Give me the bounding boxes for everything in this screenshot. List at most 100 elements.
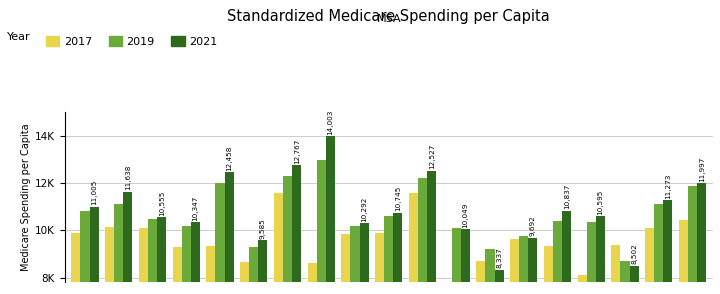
Bar (258, 240, 267, 294)
Bar (544, 246, 553, 294)
Text: 9,585: 9,585 (260, 218, 266, 239)
Bar (215, 183, 225, 294)
Text: Orlando: Orlando (423, 112, 433, 151)
Bar (173, 247, 181, 294)
Y-axis label: Medicare Spending per Capita: Medicare Spending per Capita (21, 123, 31, 271)
Text: Miami: Miami (321, 112, 331, 142)
Text: 12,767: 12,767 (294, 138, 300, 164)
Bar (679, 220, 688, 294)
Bar (114, 204, 123, 294)
Bar (89, 207, 99, 294)
Bar (123, 192, 132, 294)
Bar (451, 228, 461, 294)
Bar (528, 238, 537, 294)
Bar (427, 171, 436, 294)
Text: San Diego: San Diego (591, 112, 601, 162)
Text: Phoenix: Phoenix (456, 112, 467, 151)
Text: 8,502: 8,502 (631, 243, 637, 264)
Bar (654, 204, 663, 294)
Text: Nashville: Nashville (389, 112, 399, 157)
Text: 10,745: 10,745 (395, 186, 401, 211)
Text: Charlotte: Charlotte (186, 112, 197, 158)
Text: Tampa: Tampa (693, 112, 703, 144)
Text: Dallas: Dallas (220, 112, 230, 143)
Text: MSA: MSA (377, 14, 401, 24)
Text: Year: Year (7, 32, 31, 42)
Bar (596, 216, 605, 294)
Bar (519, 236, 528, 294)
Bar (157, 217, 166, 294)
Text: 10,837: 10,837 (564, 184, 570, 209)
Bar (418, 178, 427, 294)
Bar (621, 261, 629, 294)
Bar (629, 266, 639, 294)
Text: 12,458: 12,458 (226, 146, 232, 171)
Bar (240, 262, 249, 294)
Bar (292, 165, 301, 294)
Bar (485, 249, 495, 294)
Bar (375, 233, 384, 294)
Bar (409, 193, 418, 294)
Bar (553, 221, 562, 294)
Bar (477, 261, 485, 294)
Text: St. Louis: St. Louis (659, 112, 669, 154)
Legend: 2017, 2019, 2021: 2017, 2019, 2021 (42, 32, 222, 51)
Bar (688, 186, 697, 294)
Text: Austin: Austin (119, 112, 129, 143)
Bar (461, 229, 470, 294)
Text: 9,692: 9,692 (530, 216, 536, 236)
Text: 11,273: 11,273 (665, 173, 671, 199)
Text: Minneapolis: Minneapolis (355, 112, 365, 171)
Bar (181, 225, 191, 294)
Text: Raleigh: Raleigh (523, 112, 534, 149)
Bar (148, 218, 157, 294)
Bar (697, 183, 706, 294)
Bar (577, 275, 587, 294)
Bar (225, 172, 234, 294)
Text: 10,595: 10,595 (598, 190, 603, 215)
Bar (562, 211, 571, 294)
Bar (384, 216, 393, 294)
Text: 12,527: 12,527 (428, 144, 435, 169)
Bar (71, 233, 81, 294)
Bar (359, 223, 369, 294)
Text: Standardized Medicare Spending per Capita: Standardized Medicare Spending per Capit… (228, 9, 550, 24)
Bar (326, 136, 335, 294)
Bar (283, 176, 292, 294)
Text: 10,347: 10,347 (192, 196, 199, 221)
Text: 10,292: 10,292 (361, 197, 367, 222)
Bar (341, 234, 351, 294)
Text: Houston: Houston (287, 112, 297, 153)
Text: Portland: Portland (490, 112, 500, 153)
Bar (274, 193, 283, 294)
Bar (81, 211, 89, 294)
Bar (105, 227, 114, 294)
Text: Denver: Denver (254, 112, 264, 148)
Bar (495, 270, 504, 294)
Text: 10,555: 10,555 (158, 191, 165, 216)
Bar (645, 228, 654, 294)
Text: 11,638: 11,638 (125, 165, 131, 190)
Text: 10,049: 10,049 (462, 202, 469, 228)
Bar (663, 200, 672, 294)
Bar (611, 245, 621, 294)
Bar (207, 246, 215, 294)
Bar (139, 228, 148, 294)
Text: 11,005: 11,005 (91, 180, 97, 205)
Bar (317, 160, 326, 294)
Bar (587, 222, 596, 294)
Text: Atlanta: Atlanta (85, 112, 95, 148)
Bar (191, 222, 200, 294)
Text: Seattle: Seattle (625, 112, 635, 147)
Text: Baltimore: Baltimore (153, 112, 163, 160)
Text: San Antonio: San Antonio (557, 112, 567, 171)
Bar (510, 239, 519, 294)
Text: 11,997: 11,997 (698, 156, 705, 182)
Bar (307, 263, 317, 294)
Text: 14,003: 14,003 (328, 109, 333, 135)
Text: 8,337: 8,337 (496, 248, 502, 268)
Bar (351, 225, 359, 294)
Bar (443, 282, 451, 294)
Bar (249, 247, 258, 294)
Bar (393, 213, 402, 294)
